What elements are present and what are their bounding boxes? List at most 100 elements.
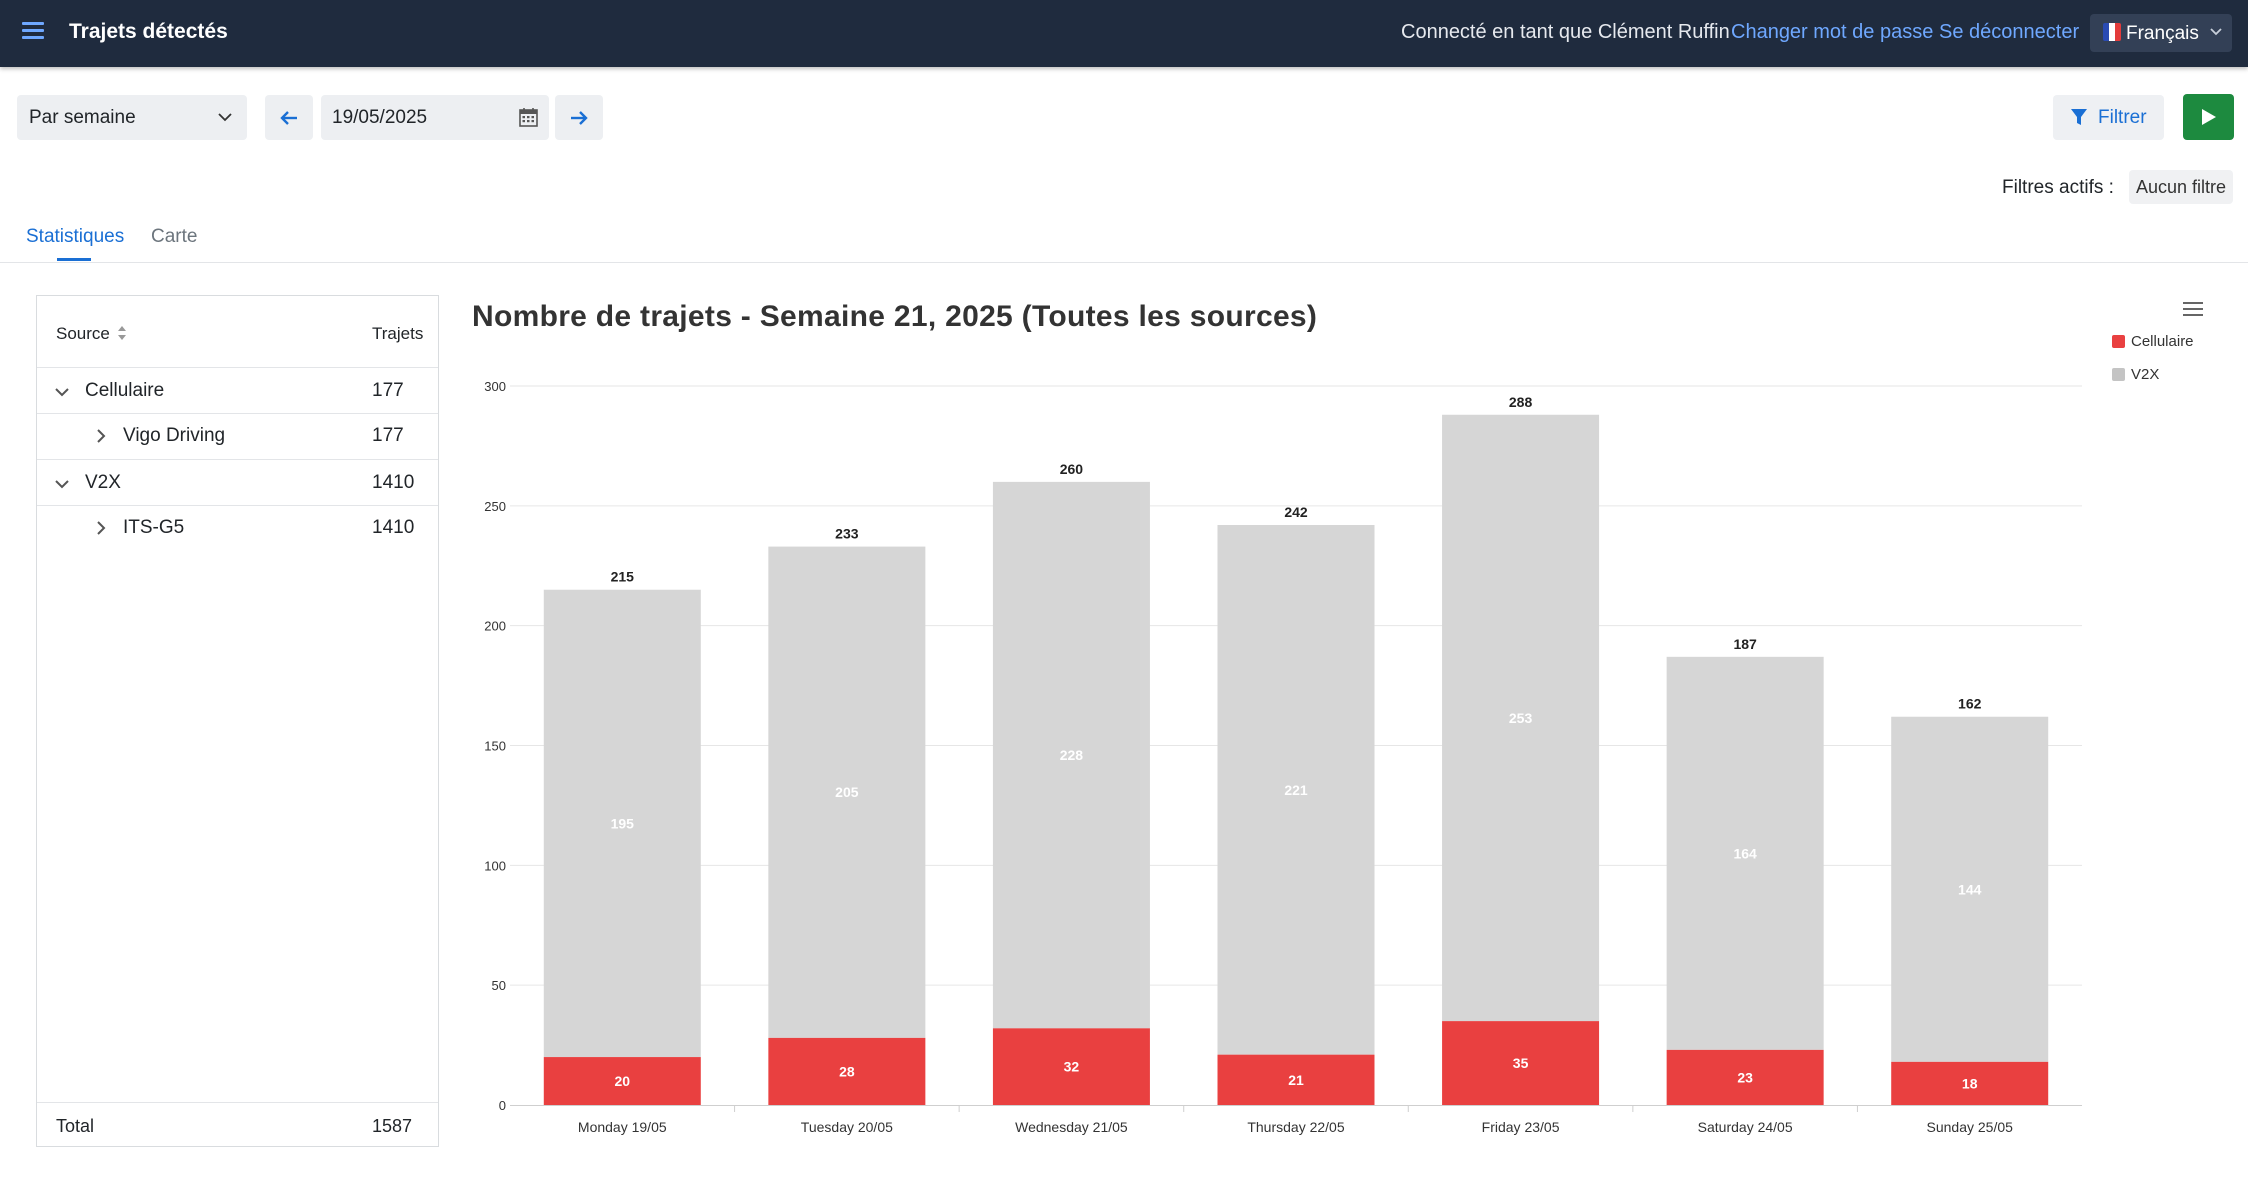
- y-tick-label: 50: [492, 978, 506, 993]
- bar-cellulaire[interactable]: [992, 1028, 1150, 1105]
- x-tick-label: Saturday 24/05: [1698, 1119, 1793, 1135]
- chevron-down-icon[interactable]: [53, 385, 71, 401]
- change-password-link[interactable]: Changer mot de passe: [1731, 21, 1934, 43]
- row-divider: [37, 413, 438, 414]
- source-count: 177: [372, 380, 404, 401]
- source-count: 177: [372, 425, 404, 446]
- row-divider: [37, 459, 438, 460]
- y-tick-label: 200: [484, 619, 506, 634]
- date-value: 19/05/2025: [332, 107, 428, 128]
- menu-icon[interactable]: [22, 22, 44, 40]
- run-button[interactable]: [2183, 94, 2234, 140]
- top-navbar: Trajets détectés Connecté en tant que Cl…: [0, 0, 2248, 67]
- funnel-icon: [2071, 109, 2087, 125]
- chevron-down-icon: [2210, 28, 2222, 36]
- filter-button[interactable]: Filtrer: [2053, 95, 2164, 140]
- row-divider: [37, 505, 438, 506]
- data-label-v2x: 253: [1509, 710, 1533, 726]
- bar-cellulaire[interactable]: [1891, 1061, 2049, 1105]
- source-count: 1410: [372, 517, 415, 538]
- x-tick-label: Wednesday 21/05: [1015, 1119, 1128, 1135]
- column-header-trips: Trajets: [372, 324, 424, 343]
- app-title: Trajets détectés: [69, 20, 228, 43]
- chevron-down-icon[interactable]: [53, 477, 71, 493]
- bar-v2x[interactable]: [1666, 656, 1824, 1050]
- chevron-right-icon[interactable]: [93, 427, 109, 445]
- x-tick-label: Monday 19/05: [578, 1119, 667, 1135]
- sort-icon[interactable]: [117, 324, 127, 342]
- data-label-total: 233: [835, 526, 859, 542]
- data-label-v2x: 144: [1958, 881, 1982, 897]
- data-label-v2x: 221: [1284, 782, 1308, 798]
- play-icon: [2202, 109, 2216, 125]
- data-label-cellulaire: 28: [839, 1063, 855, 1079]
- data-label-total: 288: [1509, 394, 1533, 410]
- y-tick-label: 0: [499, 1098, 506, 1113]
- calendar-icon[interactable]: [519, 107, 538, 127]
- column-header-source[interactable]: Source: [56, 324, 110, 343]
- bar-cellulaire[interactable]: [543, 1057, 701, 1105]
- data-label-total: 187: [1733, 636, 1757, 652]
- arrow-right-icon: [571, 111, 588, 125]
- filter-button-label: Filtrer: [2098, 107, 2147, 128]
- chevron-right-icon[interactable]: [93, 519, 109, 537]
- active-tab-indicator: [57, 258, 91, 261]
- y-tick-label: 100: [484, 858, 506, 873]
- bar-chart: 0 50 100 150 200 250 300 195 20 215 Monday 19/05 20…: [484, 379, 2082, 1135]
- header-divider: [37, 367, 438, 368]
- period-value: Par semaine: [29, 107, 136, 128]
- period-select[interactable]: Par semaine: [17, 95, 247, 140]
- date-input[interactable]: 19/05/2025: [321, 95, 549, 140]
- source-label: ITS-G5: [123, 517, 185, 538]
- bar-v2x[interactable]: [1442, 414, 1600, 1022]
- bar-v2x[interactable]: [1891, 716, 2049, 1062]
- chart-menu-icon[interactable]: [2183, 302, 2203, 317]
- data-label-total: 215: [611, 569, 635, 585]
- y-tick-label: 300: [484, 379, 506, 394]
- previous-period-button[interactable]: [265, 95, 313, 140]
- language-label: Français: [2126, 23, 2199, 44]
- active-filters-label: Filtres actifs :: [2002, 177, 2114, 198]
- x-tick-label: Friday 23/05: [1482, 1119, 1560, 1135]
- data-label-total: 260: [1060, 461, 1084, 477]
- bar-cellulaire[interactable]: [1442, 1021, 1600, 1105]
- total-label: Total: [56, 1116, 95, 1136]
- bar-cellulaire[interactable]: [1666, 1049, 1824, 1105]
- logout-link[interactable]: Se déconnecter: [1939, 21, 2080, 43]
- chevron-down-icon: [218, 113, 232, 122]
- source-label: Vigo Driving: [123, 425, 226, 446]
- french-flag-icon: [2103, 23, 2121, 41]
- data-label-cellulaire: 23: [1737, 1069, 1753, 1085]
- legend-label: Cellulaire: [2131, 333, 2194, 350]
- data-label-total: 242: [1284, 504, 1308, 520]
- x-tick-label: Sunday 25/05: [1927, 1119, 2014, 1135]
- legend-label: V2X: [2131, 366, 2160, 383]
- tab-statistics[interactable]: Statistiques: [26, 226, 125, 247]
- next-period-button[interactable]: [555, 95, 603, 140]
- data-label-total: 162: [1958, 696, 1982, 712]
- bar-v2x[interactable]: [1217, 525, 1375, 1055]
- data-label-v2x: 205: [835, 784, 859, 800]
- data-label-v2x: 195: [611, 815, 635, 831]
- data-label-cellulaire: 21: [1288, 1072, 1304, 1088]
- source-label: V2X: [85, 472, 121, 493]
- tab-map[interactable]: Carte: [151, 226, 198, 247]
- data-label-v2x: 228: [1060, 747, 1084, 763]
- data-label-cellulaire: 18: [1962, 1075, 1978, 1091]
- total-value: 1587: [372, 1116, 413, 1136]
- language-selector[interactable]: Français: [2090, 14, 2232, 52]
- sources-table: Source Trajets Cellulaire 177 Vigo Drivi…: [36, 295, 439, 1147]
- y-tick-label: 150: [484, 739, 506, 754]
- x-tick-label: Thursday 22/05: [1247, 1119, 1344, 1135]
- bar-v2x[interactable]: [992, 481, 1150, 1029]
- chart-title: Nombre de trajets - Semaine 21, 2025 (To…: [472, 300, 1318, 333]
- active-filters-badge: Aucun filtre: [2129, 170, 2233, 204]
- bar-cellulaire[interactable]: [768, 1037, 926, 1105]
- bar-v2x[interactable]: [543, 589, 701, 1058]
- bar-cellulaire[interactable]: [1217, 1054, 1375, 1105]
- data-label-cellulaire: 32: [1064, 1059, 1080, 1075]
- source-count: 1410: [372, 472, 415, 493]
- user-info: Connecté en tant que Clément Ruffin: [1401, 21, 1730, 43]
- bar-v2x[interactable]: [768, 546, 926, 1038]
- data-label-cellulaire: 35: [1513, 1055, 1529, 1071]
